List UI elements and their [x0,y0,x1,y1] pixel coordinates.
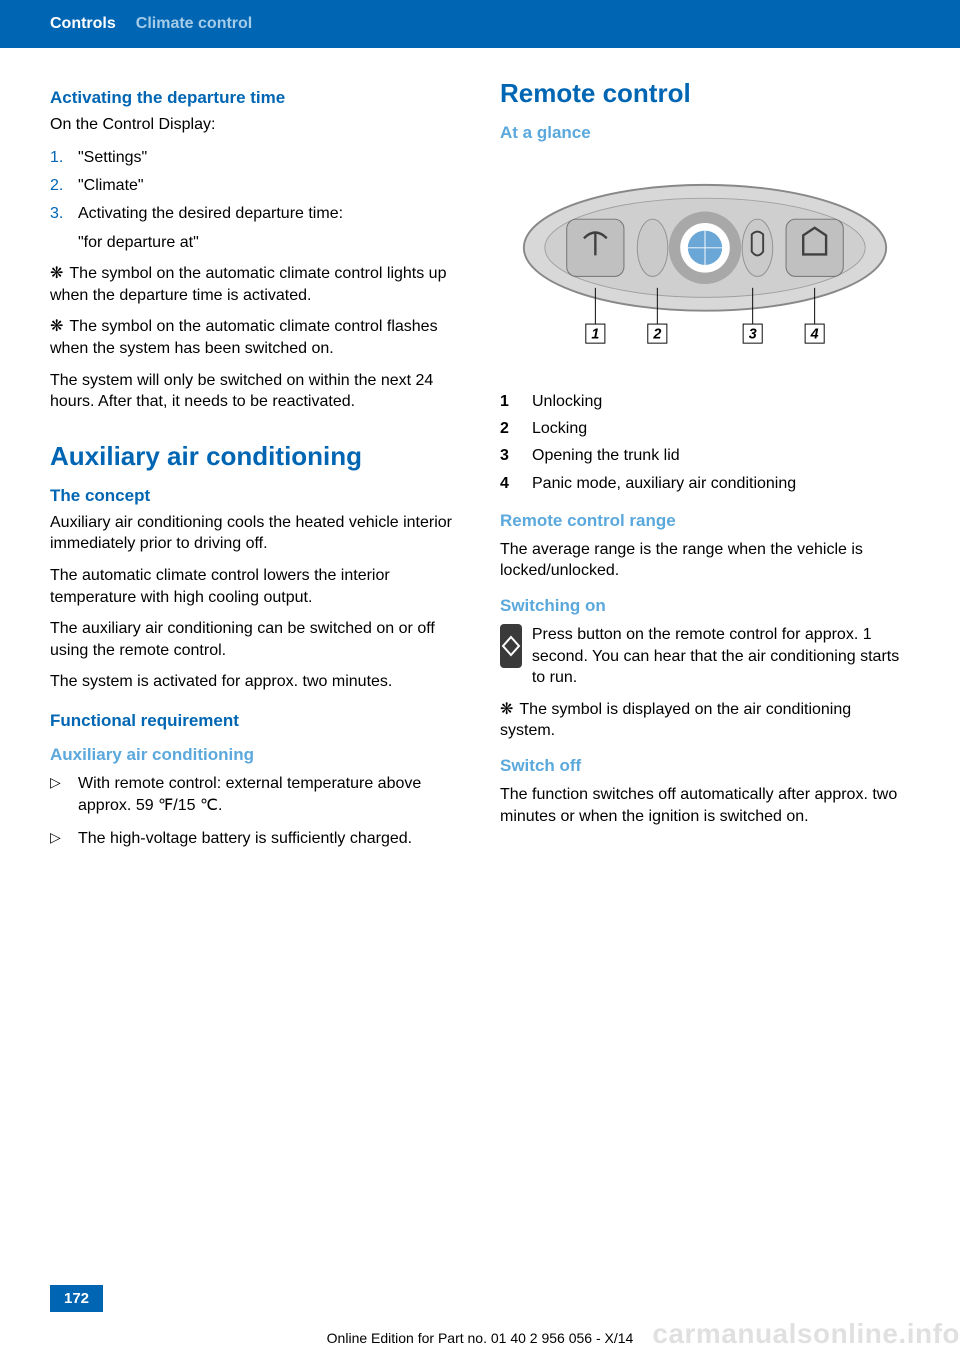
heading-at-a-glance: At a glance [500,123,910,143]
step-3: 3. Activating the desired departure time: [50,202,460,226]
heading-remote-range: Remote control range [500,511,910,531]
step-num: 1. [50,146,63,170]
remote-key-illustration: 1 2 3 4 [500,159,910,369]
page-number: 172 [50,1285,103,1312]
steps-list: 1. "Settings" 2. "Climate" 3. Activating th… [50,146,460,226]
switch-on-block: Press button on the remote control for a… [500,624,910,689]
legend-num: 2 [500,415,532,442]
tab-climate-control[interactable]: Climate control [136,15,252,33]
step-text: Activating the desired departure time: [78,205,343,222]
step-3-sub: "for departure at" [50,232,460,254]
heading-functional-req: Functional requirement [50,711,460,731]
legend-label: Locking [532,415,587,442]
legend-row-2: 2Locking [500,415,910,442]
left-column: Activating the departure time On the Con… [50,78,460,862]
legend-row-1: 1Unlocking [500,388,910,415]
text-switch-on: Press button on the remote control for a… [532,624,910,689]
heading-switching-on: Switching on [500,596,910,616]
text-symbol-lights: The symbol on the automatic climate cont… [50,263,460,306]
page-content: Activating the departure time On the Con… [0,48,960,862]
text-symbol-flashes: The symbol on the automatic climate cont… [50,316,460,359]
heading-concept: The concept [50,486,460,506]
text-symbol-displayed: The symbol is displayed on the air condi… [500,699,910,742]
key-legend: 1Unlocking 2Locking 3Opening the trunk l… [500,388,910,497]
legend-row-4: 4Panic mode, auxiliary air conditioning [500,470,910,497]
header-bar: Controls Climate control [0,0,960,48]
text-switch-off: The function switches off automatically … [500,784,910,827]
heading-aux-sub: Auxiliary air conditioning [50,745,460,765]
tab-controls[interactable]: Controls [50,15,136,33]
legend-num: 4 [500,470,532,497]
step-num: 2. [50,174,63,198]
legend-row-3: 3Opening the trunk lid [500,442,910,469]
legend-num: 1 [500,388,532,415]
fob-button-2 [637,219,668,276]
page-footer: 172 Online Edition for Part no. 01 40 2 … [0,1292,960,1362]
heading-switch-off: Switch off [500,756,910,776]
heading-activating-departure: Activating the departure time [50,88,460,108]
legend-label: Opening the trunk lid [532,442,680,469]
text-concept-4: The system is activated for approx. two … [50,671,460,693]
footer-edition-text: Online Edition for Part no. 01 40 2 956 … [327,1330,634,1346]
heading-remote-control: Remote control [500,78,910,109]
text-24h: The system will only be switched on with… [50,370,460,413]
callout-num-1: 1 [591,326,599,342]
watermark: carmanualsonline.info [652,1318,960,1350]
step-text: "Climate" [78,177,144,194]
req-2: The high-voltage battery is sufficiently… [50,828,460,850]
callout-num-3: 3 [749,326,757,342]
right-column: Remote control At a glance [500,78,910,862]
callout-num-2: 2 [652,326,661,342]
diamond-button-icon [500,624,522,668]
fob-button-3 [742,219,773,276]
text-on-display: On the Control Display: [50,114,460,136]
step-text: "Settings" [78,149,147,166]
legend-num: 3 [500,442,532,469]
step-2: 2. "Climate" [50,174,460,198]
step-1: 1. "Settings" [50,146,460,170]
legend-label: Unlocking [532,388,602,415]
text-range: The average range is the range when the … [500,539,910,582]
legend-label: Panic mode, auxiliary air conditioning [532,470,796,497]
text-concept-1: Auxiliary air conditioning cools the hea… [50,512,460,555]
text-concept-2: The automatic climate control lowers the… [50,565,460,608]
requirements-list: With remote control: external temperatur… [50,773,460,850]
heading-auxiliary-ac: Auxiliary air conditioning [50,441,460,472]
callout-num-4: 4 [810,326,819,342]
req-1: With remote control: external temperatur… [50,773,460,816]
step-num: 3. [50,202,63,226]
text-concept-3: The auxiliary air conditioning can be sw… [50,618,460,661]
